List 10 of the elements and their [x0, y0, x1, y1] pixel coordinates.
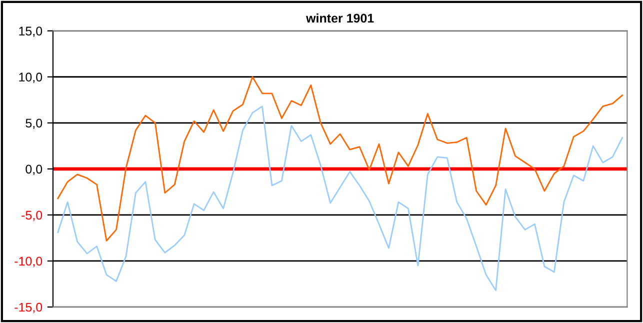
y-tick-label: -5,0: [22, 210, 42, 222]
y-tick-label: -15,0: [14, 302, 42, 314]
y-tick-label: 15,0: [19, 26, 42, 37]
chart-title: winter 1901: [306, 13, 374, 23]
line-series: [57, 76, 624, 242]
line-series: [57, 106, 624, 292]
y-tick-label: 5,0: [26, 118, 42, 130]
y-tick-label: 10,0: [19, 72, 42, 84]
y-tick-label: -10,0: [14, 256, 42, 268]
y-tick-label: 0,0: [26, 164, 42, 176]
